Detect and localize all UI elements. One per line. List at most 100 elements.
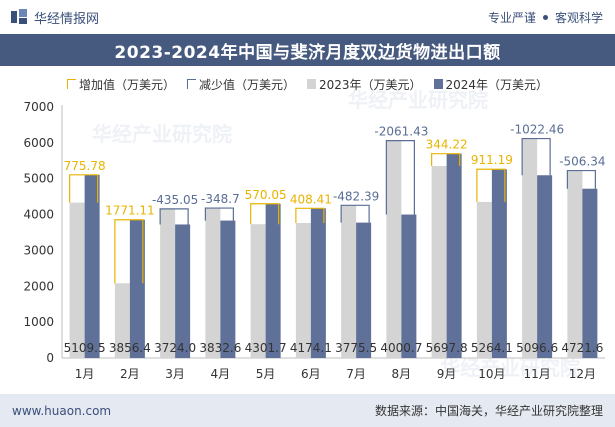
data-value-label: 4301.7 — [245, 341, 287, 355]
legend-2024-swatch-icon — [433, 79, 443, 89]
bar-2024[interactable] — [310, 208, 326, 358]
y-tick-label: 7000 — [23, 100, 54, 114]
x-tick-label: 4月 — [211, 367, 231, 381]
decrease-marker — [521, 137, 551, 176]
x-tick-label: 10月 — [478, 367, 505, 381]
data-value-label: 5264.1 — [471, 341, 513, 355]
data-value-label: 4000.7 — [380, 341, 422, 355]
x-tick-label: 12月 — [569, 367, 596, 381]
watermark-text: 华经产业研究院 — [348, 88, 488, 112]
x-tick-label: 9月 — [437, 367, 457, 381]
footer: www.huaon.com 数据来源：中国海关，华经产业研究院整理 — [0, 394, 615, 427]
legend-2023-label: 2023年（万美元） — [318, 77, 422, 92]
x-tick-label: 11月 — [523, 367, 550, 381]
bar-2023[interactable] — [250, 224, 266, 358]
x-tick-label: 3月 — [165, 367, 185, 381]
increase-marker — [476, 168, 506, 202]
bar-2024[interactable] — [220, 220, 236, 358]
y-tick-label: 5000 — [23, 172, 54, 186]
footer-source: 数据来源：中国海关，华经产业研究院整理 — [374, 404, 603, 418]
bar-2024[interactable] — [356, 222, 372, 358]
increase-marker — [295, 207, 325, 223]
bar-2023[interactable] — [295, 222, 311, 358]
brand-logo-icon — [11, 9, 27, 24]
watermark-text: 华经产业研究院 — [92, 122, 232, 146]
data-value-label: 5697.8 — [426, 341, 468, 355]
change-value-label: 344.22 — [426, 138, 468, 152]
legend-increase-swatch-icon — [66, 79, 76, 89]
data-value-label: 4174.1 — [290, 341, 332, 355]
x-tick-label: 7月 — [346, 367, 366, 381]
bar-2023[interactable] — [205, 208, 221, 358]
data-value-label: 4721.6 — [561, 341, 603, 355]
y-tick-label: 4000 — [23, 208, 54, 222]
bar-2023[interactable] — [341, 205, 357, 358]
legend-decrease-label: 减少值（万美元） — [198, 77, 295, 92]
change-value-label: 1771.11 — [105, 204, 155, 218]
data-value-label: 3775.5 — [335, 341, 377, 355]
chart-title: 2023-2024年中国与斐济月度双边货物进出口额 — [114, 42, 501, 63]
data-value-label: 3856.4 — [109, 341, 151, 355]
chart-legend: 增加值（万美元） 减少值（万美元） 2023年（万美元） 2024年（万美元） — [0, 74, 615, 94]
y-tick-label: 0 — [46, 351, 54, 365]
change-value-label: 408.41 — [290, 192, 332, 206]
bar-2023[interactable] — [476, 201, 492, 358]
increase-marker — [431, 153, 461, 167]
legend-item-2024[interactable]: 2024年（万美元） — [433, 76, 549, 93]
footer-website-link[interactable]: www.huaon.com — [12, 403, 112, 418]
bar-2024[interactable] — [129, 219, 145, 358]
decrease-marker — [566, 169, 596, 189]
bar-2023[interactable] — [69, 202, 85, 358]
bar-2023[interactable] — [522, 138, 538, 358]
dot-separator-icon — [542, 14, 548, 20]
tagline: 专业严谨 客观科学 — [488, 9, 603, 26]
change-value-label: -435.05 — [152, 193, 198, 207]
x-tick-label: 8月 — [392, 367, 412, 381]
bar-2024[interactable] — [491, 169, 507, 358]
bar-2024[interactable] — [582, 188, 598, 358]
bar-2024[interactable] — [175, 224, 191, 358]
brand-name: 华经情报网 — [34, 11, 100, 27]
change-value-label: -2061.43 — [374, 125, 428, 139]
data-value-label: 5109.5 — [64, 341, 106, 355]
x-tick-label: 6月 — [301, 367, 321, 381]
bar-2024[interactable] — [446, 153, 462, 358]
legend-2023-swatch-icon — [306, 79, 316, 89]
top-bar: 华经情报网 专业严谨 客观科学 — [0, 0, 615, 34]
x-tick-label: 1月 — [75, 367, 95, 381]
change-value-label: 911.19 — [471, 153, 513, 167]
tagline-text-2: 客观科学 — [554, 10, 603, 25]
legend-item-2023[interactable]: 2023年（万美元） — [306, 76, 422, 93]
decrease-marker — [204, 207, 234, 221]
bar-2023[interactable] — [114, 283, 130, 358]
change-value-label: -348.7 — [201, 192, 240, 206]
legend-item-increase[interactable]: 增加值（万美元） — [66, 76, 175, 93]
bar-2023[interactable] — [160, 208, 176, 358]
bar-2024[interactable] — [537, 175, 553, 358]
brand[interactable]: 华经情报网 — [10, 8, 99, 27]
watermark-text: 华经产业研究院 — [440, 356, 580, 380]
increase-marker — [114, 219, 144, 284]
bar-2023[interactable] — [431, 166, 447, 358]
bar-2024[interactable] — [84, 174, 100, 358]
increase-marker — [250, 203, 280, 225]
y-tick-label: 2000 — [23, 279, 54, 293]
change-value-label: 570.05 — [245, 188, 287, 202]
legend-decrease-swatch-icon — [186, 79, 196, 89]
bar-2024[interactable] — [401, 214, 417, 358]
data-value-label: 3724.0 — [154, 341, 196, 355]
y-tick-label: 1000 — [23, 315, 54, 329]
bar-2023[interactable] — [386, 140, 402, 358]
decrease-marker — [159, 208, 189, 225]
decrease-marker — [340, 204, 370, 223]
tagline-text-1: 专业严谨 — [487, 10, 536, 25]
legend-increase-label: 增加值（万美元） — [78, 77, 175, 92]
bar-2023[interactable] — [567, 170, 583, 358]
legend-item-decrease[interactable]: 减少值（万美元） — [186, 76, 295, 93]
y-tick-label: 6000 — [23, 136, 54, 150]
legend-2024-label: 2024年（万美元） — [445, 77, 549, 92]
bar-2024[interactable] — [265, 203, 281, 358]
y-tick-label: 3000 — [23, 243, 54, 257]
